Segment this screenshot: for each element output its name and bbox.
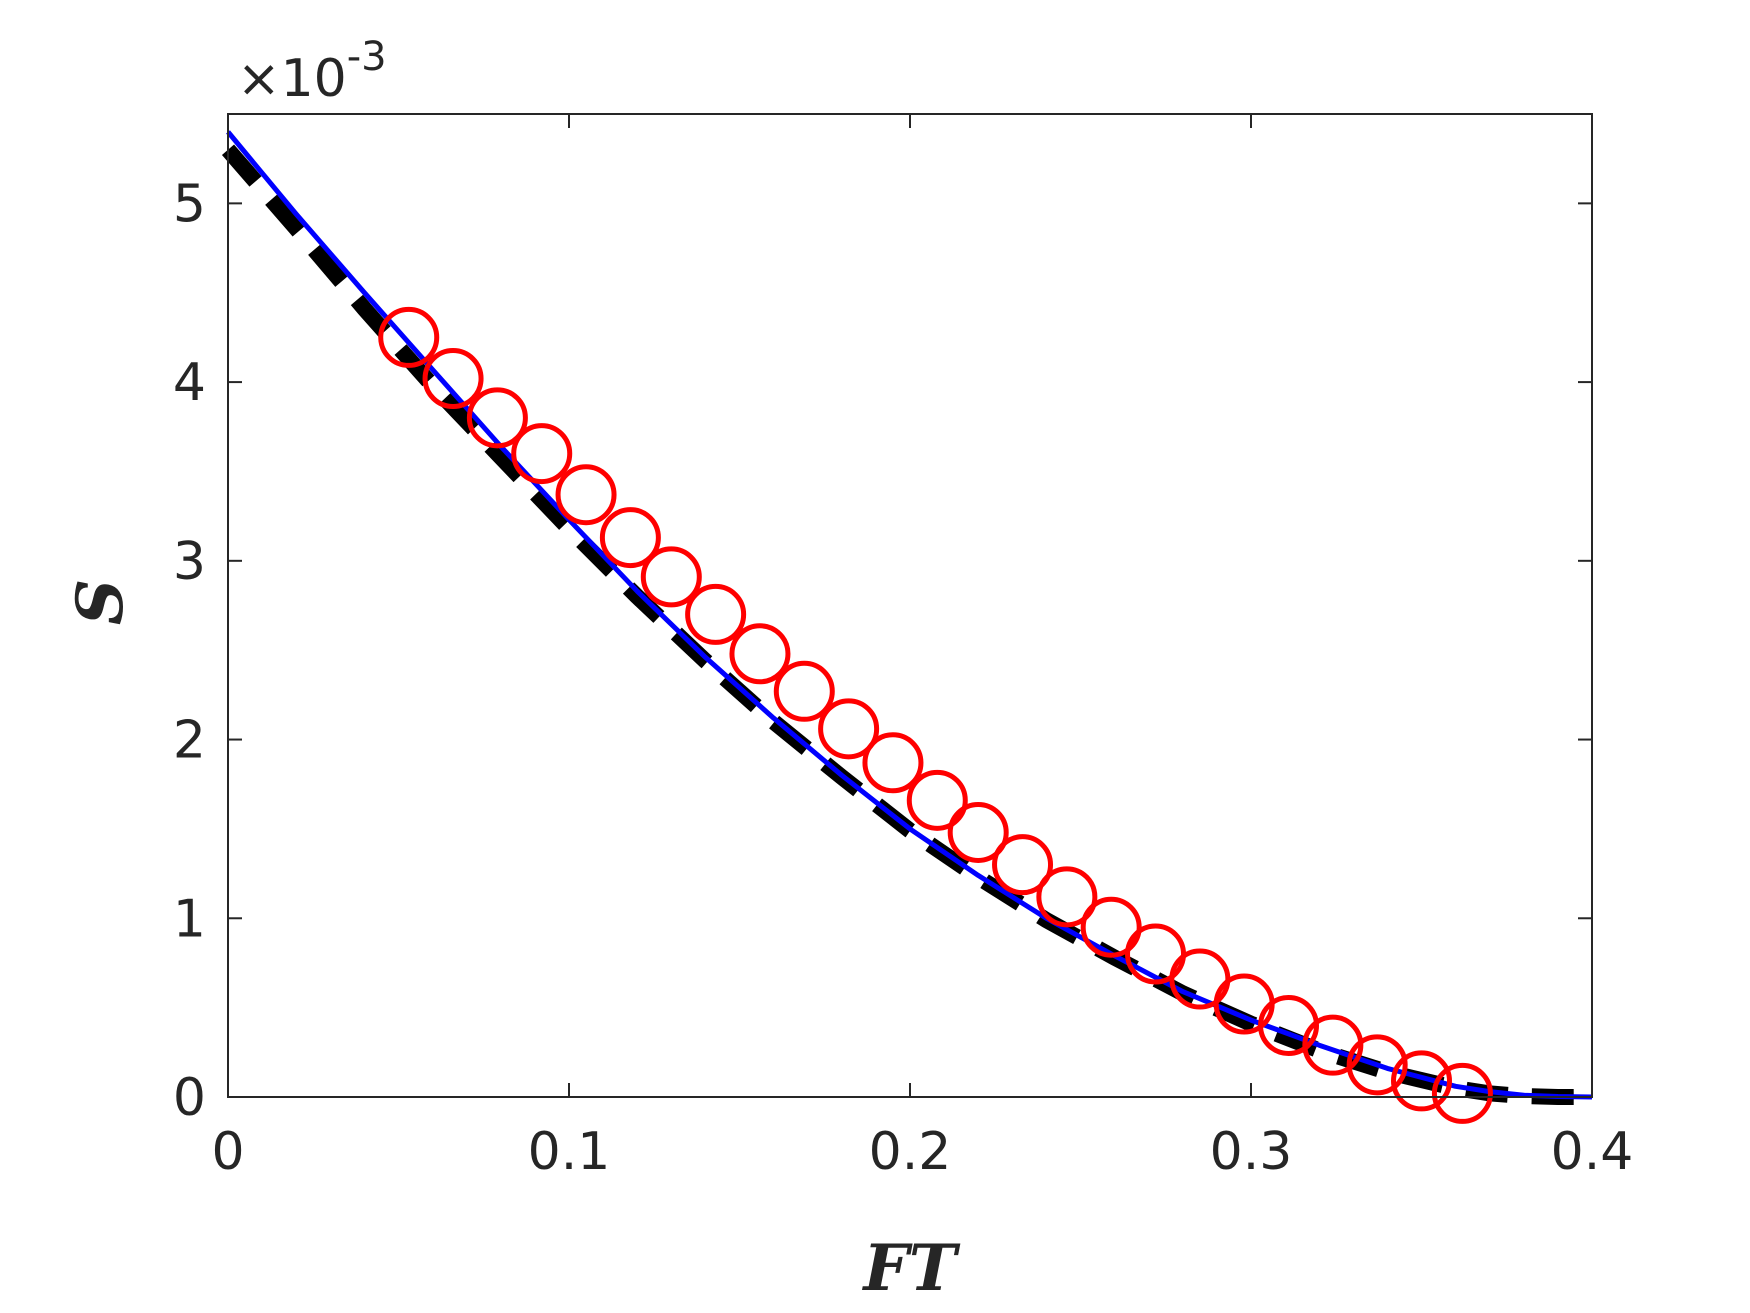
data-point-circle	[466, 387, 528, 449]
series-layer	[221, 130, 1593, 1124]
y-tick-label: 1	[173, 889, 206, 949]
data-point-circle	[378, 306, 440, 368]
y-tick-label: 5	[173, 174, 206, 234]
data-point-circle	[1125, 923, 1187, 985]
y-tick-label: 2	[173, 711, 206, 771]
data-point-circle	[729, 623, 791, 685]
x-tick-label: 0.2	[869, 1122, 952, 1182]
data-point-circle	[1391, 1050, 1452, 1112]
data-point-circle	[511, 423, 573, 485]
data-point-circle	[422, 348, 484, 410]
ticks-layer: 0 0.1 0.2 0.3 0.4 0 1 2 3 4 5	[173, 114, 1633, 1182]
data-point-circle	[1036, 866, 1098, 928]
data-point-circle	[599, 507, 661, 569]
x-axis-label: FT	[861, 1231, 960, 1306]
data-point-circle	[685, 583, 747, 645]
y-tick-label: 4	[173, 353, 206, 413]
series-line-solid	[226, 130, 1593, 1100]
y-exponent-power: -3	[347, 34, 387, 80]
y-axis-label: S	[63, 579, 138, 625]
x-tick-label: 0	[211, 1122, 244, 1182]
data-point-circle	[1346, 1034, 1408, 1096]
x-tick-label: 0.1	[528, 1122, 611, 1182]
data-point-circle	[1431, 1062, 1493, 1124]
y-tick-label: 3	[173, 532, 206, 592]
y-exponent-times: ×10	[237, 49, 347, 109]
data-point-circle	[555, 464, 617, 526]
plot-frame	[227, 113, 1593, 1098]
data-point-circle	[1080, 896, 1142, 958]
data-point-circle	[773, 660, 835, 722]
x-tick-label: 0.3	[1210, 1122, 1293, 1182]
data-point-circle	[906, 769, 968, 831]
data-point-circle	[947, 801, 1009, 863]
data-point-circle	[992, 834, 1054, 896]
data-point-circle	[818, 698, 880, 760]
data-point-circle	[862, 732, 924, 794]
x-tick-label: 0.4	[1551, 1122, 1634, 1182]
data-point-circle	[640, 546, 702, 608]
y-exponent-label: ×10-3	[237, 34, 387, 109]
y-tick-label: 0	[173, 1068, 206, 1128]
series-line-dashed	[221, 144, 1592, 1105]
